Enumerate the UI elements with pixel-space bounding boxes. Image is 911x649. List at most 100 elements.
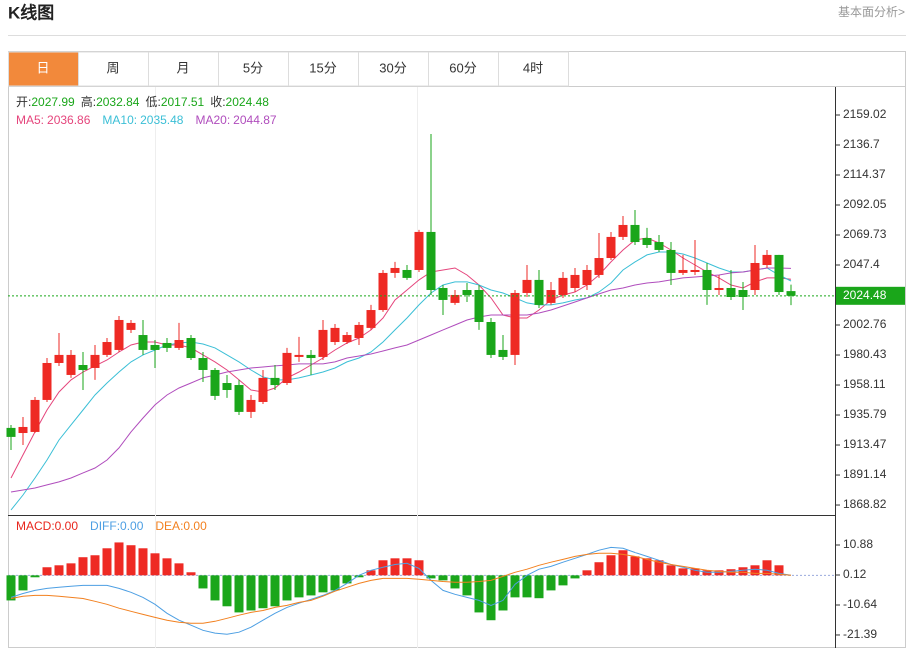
- candle-body: [162, 342, 172, 348]
- tab[interactable]: 周: [78, 51, 149, 87]
- tab-label[interactable]: 30分: [379, 60, 406, 75]
- macd-bar: [30, 575, 40, 578]
- tab[interactable]: 月: [148, 51, 219, 87]
- candle-body: [66, 354, 76, 375]
- candle-body: [534, 279, 544, 305]
- candle-body: [114, 319, 124, 350]
- macd-bar: [762, 560, 772, 576]
- candle-body: [78, 365, 88, 370]
- macd-bar: [246, 575, 256, 611]
- tab[interactable]: 15分: [288, 51, 359, 87]
- candle-body: [474, 290, 484, 322]
- ma-value: 2044.87: [233, 113, 277, 127]
- macd-bar: [114, 542, 124, 576]
- macd-bar: [426, 575, 436, 579]
- macd-bar: [258, 575, 268, 609]
- macd-bar: [678, 568, 688, 576]
- tab-background: [218, 51, 289, 87]
- candle-body: [342, 335, 352, 343]
- candle-body: [750, 262, 760, 291]
- macd-readout: MACD:0.00 DIFF:0.00 DEA:0.00: [16, 519, 207, 533]
- macd-bar: [474, 575, 484, 613]
- tab-background: [498, 51, 569, 87]
- tab-label[interactable]: 15分: [309, 60, 336, 75]
- tab-label[interactable]: 60分: [449, 60, 476, 75]
- y-tick-label: 2002.76: [843, 317, 887, 331]
- candle-body: [30, 399, 40, 432]
- macd-bar: [234, 575, 244, 613]
- candle-body: [42, 362, 52, 400]
- candle-body: [246, 399, 256, 412]
- macd-bar: [534, 575, 544, 599]
- y-tick-label: -21.39: [843, 627, 877, 641]
- tab[interactable]: 4时: [498, 51, 569, 87]
- y-tick-label: 2136.7: [843, 137, 880, 151]
- macd-bar: [186, 572, 196, 576]
- candle-body: [270, 377, 280, 386]
- ma-line: [10, 251, 792, 511]
- macd-bar: [438, 575, 448, 581]
- macd-bar: [18, 575, 28, 591]
- tab-label[interactable]: 5分: [243, 60, 263, 75]
- macd-bar: [582, 570, 592, 576]
- macd-name: MACD:: [16, 519, 55, 533]
- macd-bar: [486, 575, 496, 621]
- candle-body: [186, 337, 196, 359]
- tab-label[interactable]: 周: [106, 60, 119, 75]
- tab-label[interactable]: 4时: [523, 60, 543, 75]
- macd-bar: [162, 558, 172, 576]
- macd-name: DIFF:: [90, 519, 120, 533]
- candle-body: [366, 310, 376, 328]
- macd-line: [10, 552, 792, 624]
- macd-bar: [90, 555, 100, 576]
- macd-bar: [210, 575, 220, 601]
- ma-name: MA20:: [195, 113, 230, 127]
- candle-body: [714, 287, 724, 291]
- tab[interactable]: 5分: [218, 51, 289, 87]
- candle-body: [570, 274, 580, 288]
- macd-bar: [774, 565, 784, 576]
- candle-body: [306, 354, 316, 359]
- fundamental-link[interactable]: 基本面分析>: [838, 5, 905, 19]
- ohlc-value: 2017.51: [161, 95, 205, 109]
- macd-bar: [150, 553, 160, 576]
- y-tick-label: 2092.05: [843, 197, 887, 211]
- ma-line: [10, 237, 792, 479]
- candle-body: [522, 279, 532, 293]
- last-price-label: 2024.48: [843, 288, 887, 302]
- macd-bar: [354, 575, 364, 578]
- candle-body: [234, 385, 244, 412]
- y-tick-label: 10.88: [843, 537, 873, 551]
- macd-bar: [282, 575, 292, 601]
- ohlc-name: 高:: [81, 94, 96, 109]
- macd-bar: [126, 545, 136, 576]
- macd-bar: [66, 563, 76, 576]
- candle-body: [618, 224, 628, 237]
- candle-body: [642, 237, 652, 245]
- tab-label[interactable]: 月: [176, 60, 189, 75]
- candle-body: [90, 354, 100, 368]
- y-tick-label: 1935.79: [843, 407, 887, 421]
- y-tick-label: 2047.4: [843, 257, 880, 271]
- candle-body: [402, 269, 412, 278]
- tab[interactable]: 60分: [428, 51, 499, 87]
- tab[interactable]: 30分: [358, 51, 429, 87]
- macd-bar: [222, 575, 232, 607]
- y-tick-label: 1913.47: [843, 437, 887, 451]
- candle-body: [678, 269, 688, 273]
- candle-body: [294, 354, 304, 357]
- candle-body: [354, 324, 364, 338]
- macd-bar: [666, 565, 676, 576]
- tab-label[interactable]: 日: [36, 60, 49, 75]
- macd-bar: [366, 570, 376, 576]
- macd-bar: [174, 563, 184, 576]
- tab[interactable]: 日: [8, 51, 79, 87]
- macd-bar: [270, 575, 280, 607]
- y-tick-label: 2069.73: [843, 227, 887, 241]
- candle-body: [510, 292, 520, 355]
- candle-body: [210, 369, 220, 396]
- y-tick-label: 2114.37: [843, 167, 886, 181]
- macd-bar: [594, 562, 604, 576]
- candle-body: [258, 377, 268, 402]
- ohlc-name: 低:: [145, 95, 160, 109]
